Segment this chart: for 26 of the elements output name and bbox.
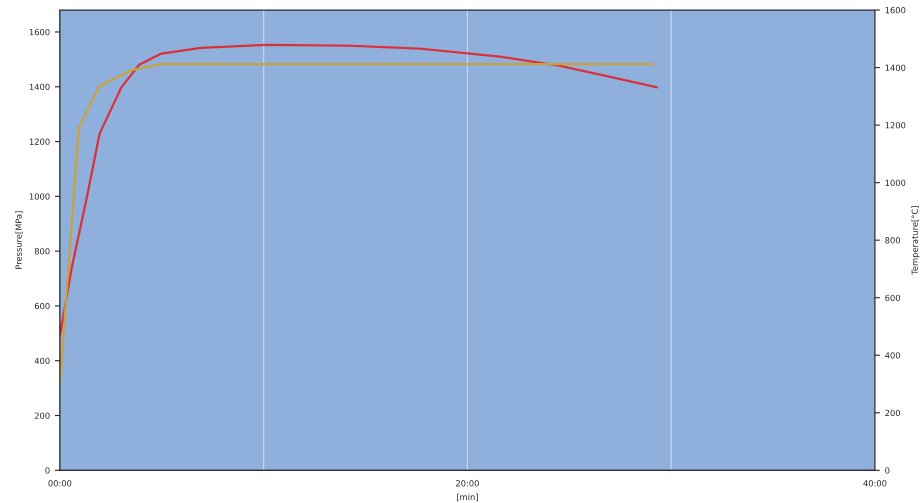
y-tick-label: 600 [34,302,50,310]
y2-tick-label: 600 [885,294,900,301]
y-tick-label: 200 [34,412,50,419]
x-axis-title: [min] [457,494,478,502]
y-tick-label: 1000 [30,193,50,200]
y-tick-label: 400 [34,358,50,364]
y2-tick-label: 1000 [886,180,906,186]
line-series [60,63,654,385]
y-tick-label: 800 [34,248,50,254]
y-tick-label: 0 [45,467,50,474]
line-series [60,44,658,338]
y-tick-label: 1200 [30,138,50,145]
y-axis-title: Pressure[MPa] [15,211,23,269]
y-tick-label: 1600 [30,28,50,36]
x-tick-label: 40:00 [863,480,886,486]
y2-axis-title: Temperature[°C] [911,206,920,275]
y2-tick-label: 1200 [886,122,906,128]
y2-tick-label: 800 [885,237,900,244]
x-tick-label: 20:00 [456,480,479,486]
y2-tick-label: 1400 [886,64,906,71]
y2-tick-label: 200 [885,410,900,416]
x-tick-label: 00:00 [48,480,72,486]
y-tick-label: 1400 [30,84,50,90]
y2-tick-label: 0 [885,467,890,474]
y2-tick-label: 400 [885,352,900,359]
y2-tick-label: 1600 [886,7,906,14]
